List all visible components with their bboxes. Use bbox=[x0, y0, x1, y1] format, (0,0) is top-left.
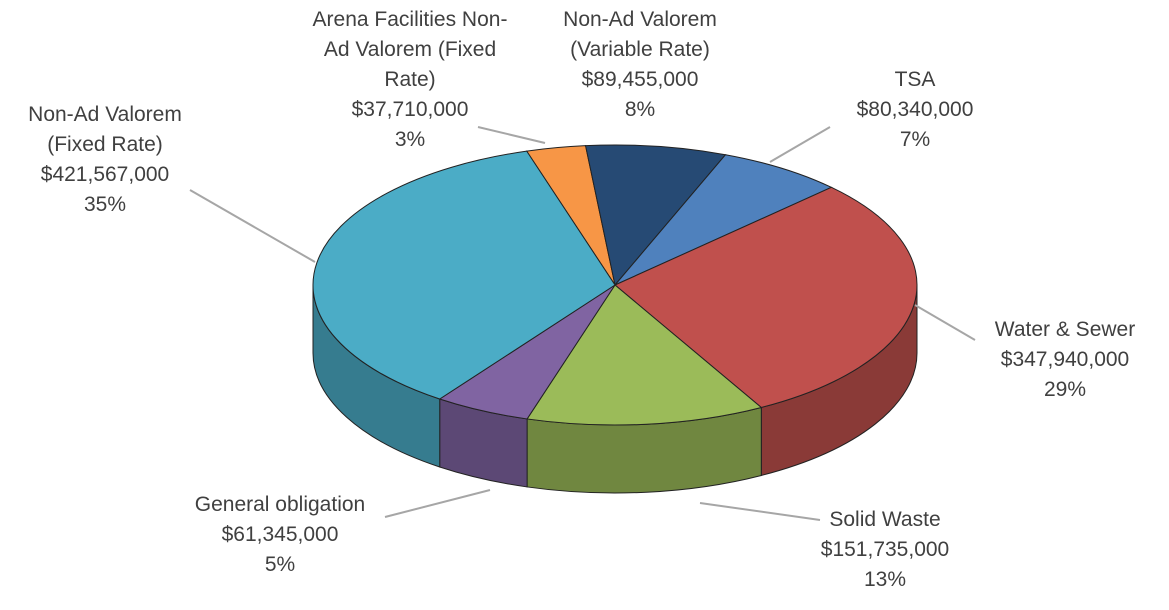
value-label: $89,455,000 bbox=[581, 68, 699, 91]
value-label: $421,567,000 bbox=[40, 163, 170, 186]
percent-label: 29% bbox=[1043, 378, 1087, 401]
slice bbox=[526, 284, 763, 426]
category-label: Arena Facilities Non-Ad Valorem (Fixed R… bbox=[312, 8, 508, 91]
category-label: TSA bbox=[894, 68, 936, 91]
data-label: General obligation $61,345,000 5% bbox=[160, 490, 400, 580]
category-label: Non-Ad Valorem (Variable Rate) bbox=[563, 8, 717, 61]
percent-label: 35% bbox=[83, 193, 127, 216]
value-label: $347,940,000 bbox=[1000, 348, 1130, 371]
category-label: Water & Sewer bbox=[994, 318, 1136, 341]
slice bbox=[312, 150, 616, 400]
category-label: Non-Ad Valorem (Fixed Rate) bbox=[28, 103, 182, 156]
percent-label: 8% bbox=[624, 98, 656, 121]
value-label: $151,735,000 bbox=[820, 538, 950, 561]
value-label: $37,710,000 bbox=[351, 98, 469, 121]
category-label: Solid Waste bbox=[829, 508, 941, 531]
leader-line bbox=[914, 304, 976, 341]
slice bbox=[614, 154, 833, 286]
percent-label: 13% bbox=[863, 568, 907, 591]
data-label: TSA $80,340,000 7% bbox=[820, 65, 1010, 155]
percent-label: 3% bbox=[394, 128, 426, 151]
data-label: Arena Facilities Non-Ad Valorem (Fixed R… bbox=[300, 5, 520, 155]
slice bbox=[614, 186, 918, 409]
percent-label: 5% bbox=[264, 553, 296, 576]
leader-line bbox=[384, 489, 491, 518]
data-label: Non-Ad Valorem (Variable Rate) $89,455,00… bbox=[540, 5, 740, 125]
leader-line bbox=[769, 126, 831, 163]
leader-line bbox=[477, 126, 546, 144]
slice bbox=[584, 144, 727, 287]
leader-line bbox=[699, 502, 821, 521]
value-label: $80,340,000 bbox=[856, 98, 974, 121]
data-label: Solid Waste $151,735,000 13% bbox=[785, 505, 985, 595]
percent-label: 7% bbox=[899, 128, 931, 151]
data-label: Non-Ad Valorem (Fixed Rate) $421,567,000 3… bbox=[0, 100, 210, 220]
leader-line bbox=[189, 189, 316, 263]
category-label: General obligation bbox=[194, 493, 366, 516]
value-label: $61,345,000 bbox=[221, 523, 339, 546]
data-label: Water & Sewer $347,940,000 29% bbox=[960, 315, 1169, 405]
